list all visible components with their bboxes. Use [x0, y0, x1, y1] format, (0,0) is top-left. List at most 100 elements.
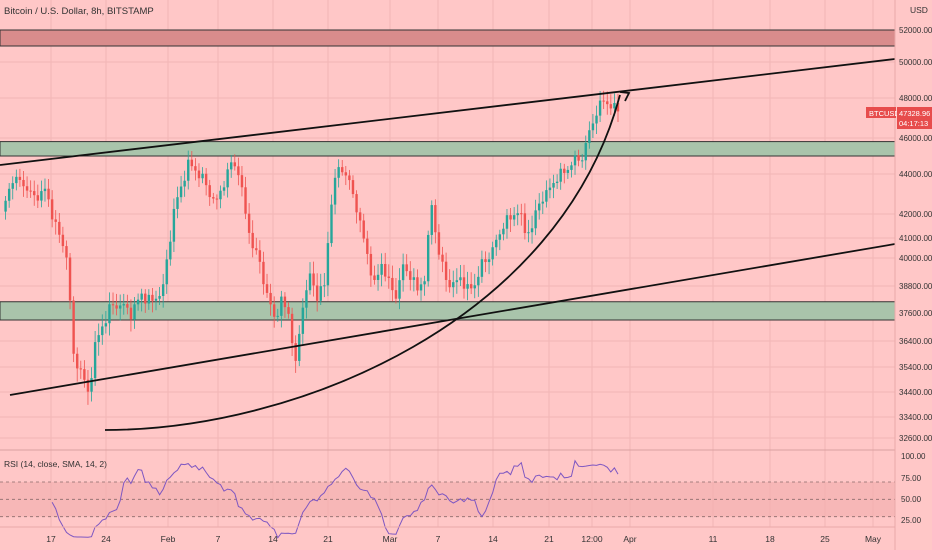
candle-body [18, 176, 22, 180]
candle-body [394, 290, 398, 299]
zone-resistance-red [0, 29, 896, 47]
candle-body [387, 276, 390, 278]
time-tick: 25 [820, 534, 830, 544]
candle-body [502, 228, 505, 235]
price-badge [897, 107, 932, 129]
candle-body [161, 284, 165, 296]
candle-body [244, 187, 247, 214]
price-tick: 44000.00 [899, 170, 932, 179]
candle-body [79, 368, 82, 370]
candle-body [505, 215, 509, 229]
price-tick: 46000.00 [899, 134, 932, 143]
candle-body [93, 342, 97, 379]
time-tick: 21 [544, 534, 554, 544]
rsi-tick: 100.00 [901, 452, 926, 461]
candle-body [487, 259, 491, 263]
candle-body [426, 234, 430, 282]
candle-body [602, 100, 605, 102]
candle-body [187, 159, 190, 181]
candle-body [477, 276, 480, 286]
price-tick: 37600.00 [899, 309, 932, 318]
candle-body [563, 168, 566, 173]
candle-body [566, 169, 570, 173]
candle-body [416, 277, 419, 291]
candle-body [58, 221, 61, 235]
candle-body [154, 298, 158, 301]
candles [4, 90, 620, 405]
candle-body [25, 186, 29, 191]
candle-body [595, 115, 598, 124]
drawings [0, 58, 896, 431]
price-tick: 33400.00 [899, 413, 932, 422]
candle-body [330, 204, 333, 244]
candle-body [366, 238, 369, 254]
candle-body [437, 232, 441, 255]
rsi-tick: 75.00 [901, 474, 922, 483]
candle-body [140, 293, 143, 300]
candle-body [15, 176, 18, 184]
time-tick: Mar [383, 534, 398, 544]
candle-body [22, 179, 25, 187]
candle-body [47, 188, 50, 200]
candle-body [308, 273, 312, 291]
candle-body [258, 250, 262, 262]
candle-body [118, 305, 122, 309]
candle-body [312, 273, 315, 286]
price-tick: 34400.00 [899, 388, 932, 397]
candle-body [298, 333, 301, 361]
candle-body [290, 313, 294, 344]
candle-body [384, 263, 387, 277]
candle-body [219, 190, 222, 200]
price-tick: 32600.00 [899, 434, 932, 443]
candle-body [147, 294, 151, 304]
candle-body [523, 213, 527, 234]
candle-body [133, 304, 136, 320]
price-tick: 50000.00 [899, 58, 932, 67]
candle-body [183, 180, 186, 187]
candle-body [559, 168, 562, 182]
candle-body [552, 183, 555, 188]
candle-body [466, 284, 469, 289]
candle-body [376, 274, 380, 280]
price-tick: 40000.00 [899, 254, 932, 263]
time-tick: 18 [765, 534, 775, 544]
candle-body [115, 305, 118, 309]
rsi-line [51, 459, 619, 539]
time-tick: 11 [709, 534, 718, 544]
candle-body [573, 155, 577, 166]
candle-body [65, 246, 68, 258]
candle-body [616, 102, 620, 112]
candle-body [294, 343, 297, 361]
candle-body [512, 215, 516, 220]
candle-body [255, 248, 258, 251]
rsi-tick: 50.00 [901, 495, 922, 504]
time-tick: May [865, 534, 882, 544]
price-tick: 41000.00 [899, 234, 932, 243]
candle-body [516, 213, 519, 216]
candle-body [534, 210, 537, 229]
candle-body [344, 172, 348, 176]
countdown: 04:17:13 [899, 119, 928, 128]
candle-body [265, 284, 269, 293]
candle-body [280, 296, 283, 316]
price-tick: 48000.00 [899, 94, 932, 103]
candle-body [179, 186, 183, 198]
candle-body [7, 188, 11, 201]
candle-body [165, 259, 168, 285]
candle-body [61, 234, 65, 247]
candle-body [40, 191, 43, 201]
zones [0, 29, 896, 321]
candle-body [527, 232, 530, 234]
candle-body [341, 167, 344, 173]
candle-body [272, 304, 276, 317]
candle-body [111, 304, 115, 306]
candle-body [240, 175, 244, 188]
candle-body [419, 284, 423, 291]
candle-body [380, 263, 383, 275]
candle-body [68, 257, 72, 301]
candle-body [194, 166, 197, 171]
candle-body [401, 264, 405, 281]
candle-body [104, 323, 108, 327]
candle-body [233, 162, 236, 167]
